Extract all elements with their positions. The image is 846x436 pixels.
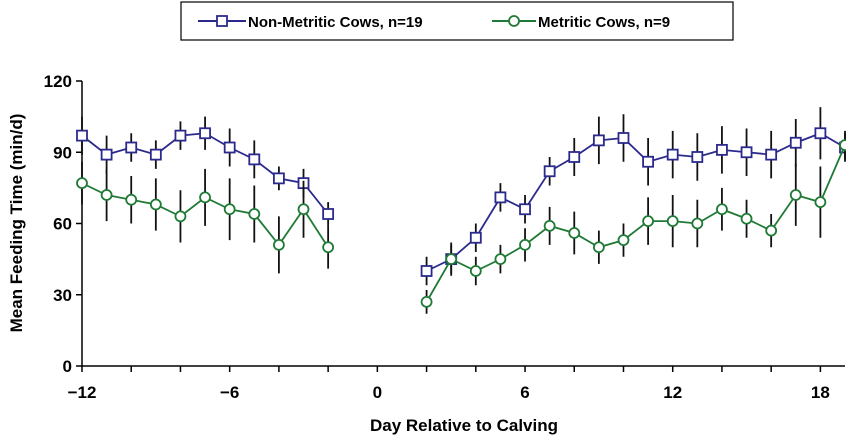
y-tick-label: 60 bbox=[53, 215, 72, 234]
data-point bbox=[765, 224, 778, 237]
data-point bbox=[642, 215, 654, 228]
data-point bbox=[469, 265, 482, 277]
data-point bbox=[199, 127, 211, 140]
x-tick-label: −6 bbox=[220, 383, 239, 402]
data-point bbox=[248, 208, 261, 220]
data-point bbox=[617, 234, 630, 247]
data-point bbox=[666, 215, 679, 228]
y-axis-title: Mean Feeding Time (min/d) bbox=[7, 114, 26, 333]
data-point bbox=[420, 265, 433, 277]
data-point bbox=[445, 253, 458, 266]
data-point bbox=[76, 129, 88, 142]
data-point bbox=[543, 165, 556, 178]
data-point bbox=[568, 227, 581, 239]
data-point bbox=[519, 203, 531, 216]
data-point bbox=[273, 172, 285, 185]
data-point bbox=[691, 217, 704, 230]
data-point bbox=[789, 189, 802, 201]
data-point bbox=[149, 198, 162, 211]
x-tick-label: 12 bbox=[663, 383, 682, 402]
data-point bbox=[273, 238, 285, 251]
data-point bbox=[100, 189, 113, 201]
x-axis-ticks: −12 −6 0 6 12 18 bbox=[68, 366, 830, 402]
legend-marker-non-metritic bbox=[216, 15, 228, 27]
legend-label-metritic: Metritic Cows, n=9 bbox=[538, 14, 670, 31]
data-point bbox=[740, 146, 753, 159]
y-tick-label: 90 bbox=[53, 143, 72, 162]
data-point bbox=[469, 231, 482, 244]
data-point bbox=[420, 295, 433, 308]
y-tick-label: 120 bbox=[44, 72, 72, 91]
series-line bbox=[426, 132, 846, 272]
data-point bbox=[100, 148, 113, 161]
x-tick-label: 0 bbox=[373, 383, 382, 402]
legend-item-non-metritic: Non-Metritic Cows, n=19 bbox=[198, 14, 423, 31]
series-non-metritic bbox=[76, 107, 846, 286]
data-point bbox=[814, 127, 827, 140]
data-point bbox=[642, 155, 654, 168]
data-point bbox=[592, 134, 605, 147]
data-point bbox=[149, 148, 162, 161]
data-point bbox=[322, 208, 335, 220]
data-point bbox=[494, 191, 507, 204]
data-point bbox=[322, 241, 335, 254]
data-point bbox=[617, 132, 630, 144]
data-point bbox=[76, 177, 88, 190]
y-axis-ticks: 0 30 60 90 120 bbox=[44, 72, 82, 376]
data-point bbox=[125, 141, 138, 154]
legend-label-non-metritic: Non-Metritic Cows, n=19 bbox=[248, 14, 423, 31]
x-tick-label: 18 bbox=[811, 383, 830, 402]
legend-item-metritic: Metritic Cows, n=9 bbox=[492, 14, 670, 31]
y-tick-label: 0 bbox=[63, 357, 72, 376]
data-point bbox=[814, 196, 827, 209]
data-point bbox=[765, 148, 778, 161]
data-point bbox=[789, 136, 802, 149]
data-point bbox=[519, 238, 531, 251]
data-point bbox=[592, 241, 605, 254]
data-point bbox=[199, 191, 211, 204]
plot-area bbox=[76, 107, 846, 314]
x-tick-label: 6 bbox=[520, 383, 529, 402]
series-metritic bbox=[76, 130, 846, 314]
data-point bbox=[543, 219, 556, 232]
data-point bbox=[740, 212, 753, 225]
x-axis-title: Day Relative to Calving bbox=[370, 416, 558, 435]
data-point bbox=[297, 203, 310, 216]
legend-marker-metritic bbox=[508, 15, 520, 27]
data-point bbox=[174, 129, 187, 142]
data-point bbox=[716, 203, 728, 216]
data-point bbox=[568, 151, 581, 163]
data-point bbox=[223, 141, 236, 154]
axes: 0 30 60 90 120 −12 −6 0 6 12 18 bbox=[44, 72, 845, 402]
data-point bbox=[125, 193, 138, 206]
data-point bbox=[716, 143, 728, 156]
series-line bbox=[425, 144, 846, 303]
y-tick-label: 30 bbox=[53, 286, 72, 305]
data-point bbox=[223, 203, 236, 216]
data-point bbox=[666, 148, 679, 161]
data-point bbox=[174, 210, 187, 223]
legend-box bbox=[180, 1, 734, 41]
data-point bbox=[248, 153, 261, 166]
data-point bbox=[494, 253, 507, 266]
data-point bbox=[839, 139, 846, 152]
data-point bbox=[691, 151, 704, 163]
legend: Non-Metritic Cows, n=19 Metritic Cows, n… bbox=[180, 1, 734, 41]
x-tick-label: −12 bbox=[68, 383, 97, 402]
